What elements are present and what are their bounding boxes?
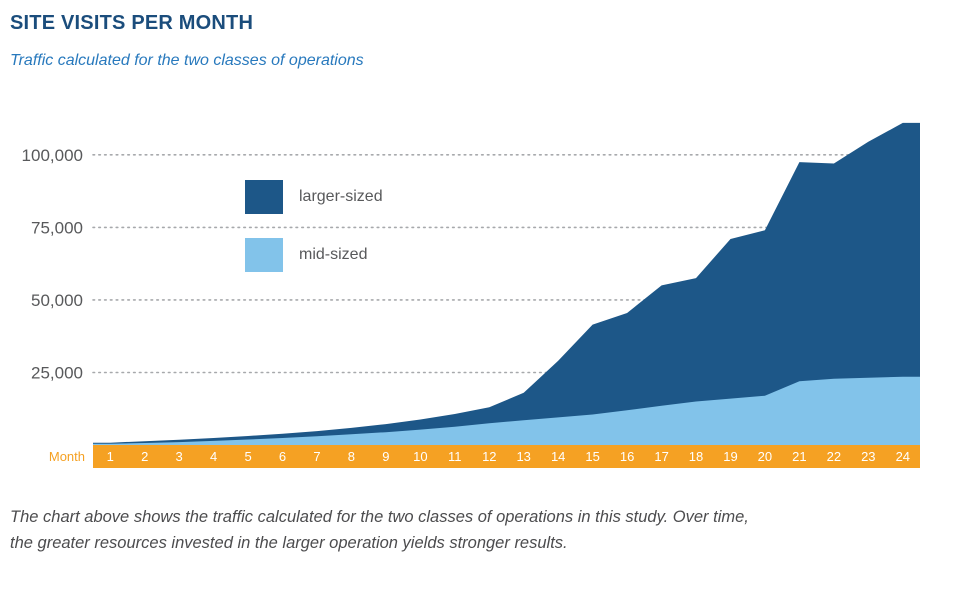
- x-tick-month-2: 2: [141, 449, 148, 464]
- x-tick-month-19: 19: [723, 449, 737, 464]
- legend-label-mid-sized: mid-sized: [299, 246, 368, 263]
- x-tick-month-7: 7: [313, 449, 320, 464]
- legend-swatch-larger-sized: [245, 180, 283, 214]
- legend-item-larger-sized: larger-sized: [245, 180, 383, 214]
- x-tick-month-21: 21: [792, 449, 806, 464]
- x-axis-title: Month: [49, 449, 85, 464]
- x-tick-month-20: 20: [758, 449, 772, 464]
- legend-item-mid-sized: mid-sized: [245, 238, 383, 272]
- x-tick-month-23: 23: [861, 449, 875, 464]
- legend-swatch-mid-sized: [245, 238, 283, 272]
- x-tick-month-9: 9: [382, 449, 389, 464]
- x-tick-month-22: 22: [827, 449, 841, 464]
- x-tick-month-17: 17: [654, 449, 668, 464]
- x-tick-month-16: 16: [620, 449, 634, 464]
- x-tick-month-1: 1: [107, 449, 114, 464]
- x-tick-month-11: 11: [448, 449, 462, 464]
- chart-legend: larger-sized mid-sized: [245, 180, 383, 296]
- y-axis-label: 75,000: [31, 218, 83, 237]
- x-tick-month-10: 10: [413, 449, 427, 464]
- y-axis-label: 50,000: [31, 291, 83, 310]
- y-axis-label: 25,000: [31, 364, 83, 383]
- area-larger-sized: [93, 122, 920, 446]
- area-mid-sized: [93, 376, 920, 445]
- x-tick-month-18: 18: [689, 449, 703, 464]
- y-axis-label: 100,000: [22, 146, 83, 165]
- x-axis-bar: [93, 445, 920, 468]
- legend-label-larger-sized: larger-sized: [299, 188, 383, 205]
- site-visits-chart: 25,000 50,000 75,000 100,000 Month 1 2 3 4 5 6 7 8 9 1…: [0, 108, 957, 480]
- x-tick-month-14: 14: [551, 449, 565, 464]
- x-tick-month-8: 8: [348, 449, 355, 464]
- caption-line-2: the greater resources invested in the la…: [10, 533, 568, 552]
- chart-caption: The chart above shows the traffic calcul…: [10, 505, 945, 556]
- x-tick-month-5: 5: [244, 449, 251, 464]
- page-title: SITE VISITS PER MONTH: [10, 12, 254, 34]
- x-tick-month-12: 12: [482, 449, 496, 464]
- x-tick-month-3: 3: [175, 449, 182, 464]
- x-tick-month-15: 15: [585, 449, 599, 464]
- x-tick-month-6: 6: [279, 449, 286, 464]
- x-tick-month-4: 4: [210, 449, 217, 464]
- x-tick-month-13: 13: [516, 449, 530, 464]
- page-subtitle: Traffic calculated for the two classes o…: [10, 52, 364, 69]
- x-tick-month-24: 24: [896, 449, 910, 464]
- caption-line-1: The chart above shows the traffic calcul…: [10, 508, 749, 526]
